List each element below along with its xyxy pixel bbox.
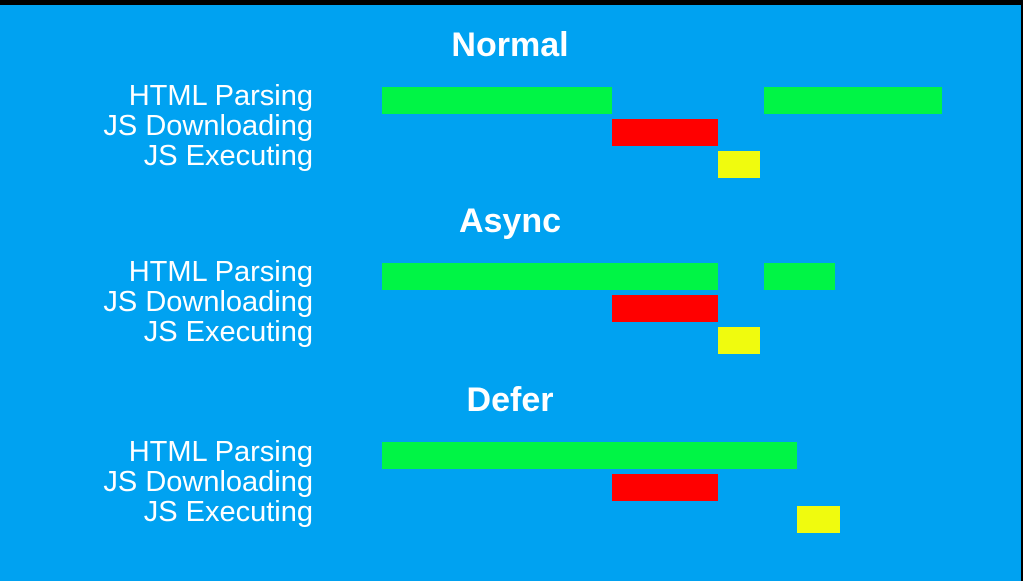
row-label-js-executing: JS Executing — [143, 140, 313, 172]
executing-bar — [797, 506, 840, 533]
row-label-js-executing: JS Executing — [143, 316, 313, 348]
diagram-canvas: Normal HTML Parsing JS Downloading JS Ex… — [0, 5, 1021, 581]
executing-bar — [718, 327, 760, 354]
parsing-bar — [382, 263, 718, 290]
parsing-bar — [764, 87, 942, 114]
parsing-bar — [382, 87, 612, 114]
row-label-js-downloading: JS Downloading — [103, 110, 313, 142]
downloading-bar — [612, 295, 718, 322]
row-label-js-executing: JS Executing — [143, 496, 313, 528]
row-label-html-parsing: HTML Parsing — [128, 256, 313, 288]
section-title-async: Async — [458, 202, 562, 240]
row-label-js-downloading: JS Downloading — [103, 286, 313, 318]
parsing-bar — [764, 263, 835, 290]
parsing-bar — [382, 442, 797, 469]
downloading-bar — [612, 474, 718, 501]
section-title-normal: Normal — [451, 26, 569, 64]
row-label-js-downloading: JS Downloading — [103, 466, 313, 498]
row-label-html-parsing: HTML Parsing — [128, 80, 313, 112]
executing-bar — [718, 151, 760, 178]
section-title-defer: Defer — [466, 381, 554, 419]
row-label-html-parsing: HTML Parsing — [128, 436, 313, 468]
downloading-bar — [612, 119, 718, 146]
